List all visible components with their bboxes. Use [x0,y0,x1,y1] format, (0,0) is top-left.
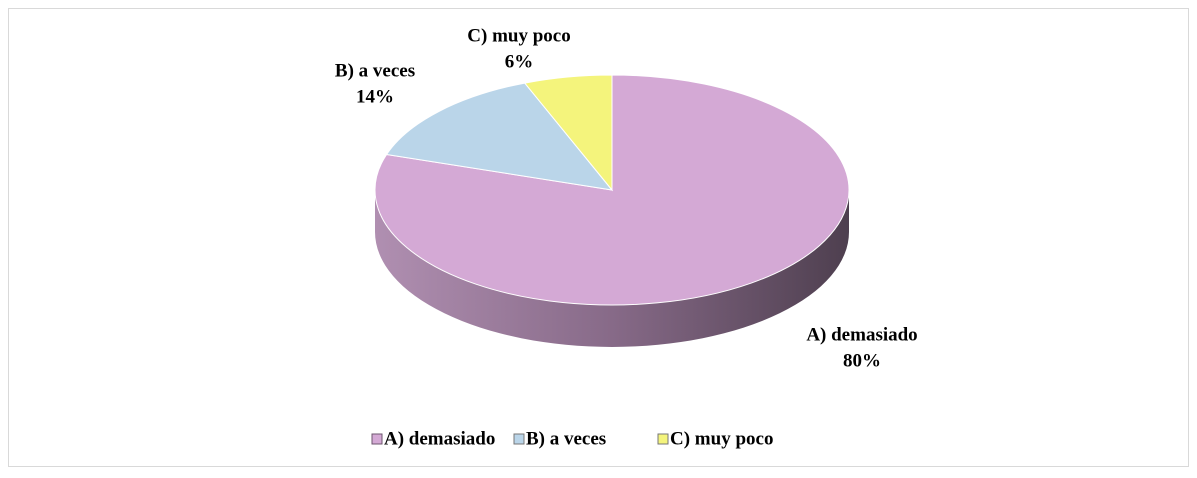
legend-marker [371,433,383,445]
legend-label: B) a veces [526,428,606,449]
legend-marker [513,433,525,445]
data-label-name: B) a veces [335,60,415,81]
legend-marker [657,433,669,445]
legend-label: A) demasiado [384,428,495,449]
data-label-value: 6% [505,51,534,72]
slice [385,82,614,191]
data-label-value: 80% [843,350,881,371]
data-label-name: A) demasiado [806,324,917,345]
slice-side [375,190,849,347]
legend-label: C) muy poco [670,428,773,449]
data-label-value: 14% [356,86,394,107]
slice [523,74,613,192]
data-label-name: C) muy poco [467,25,570,46]
